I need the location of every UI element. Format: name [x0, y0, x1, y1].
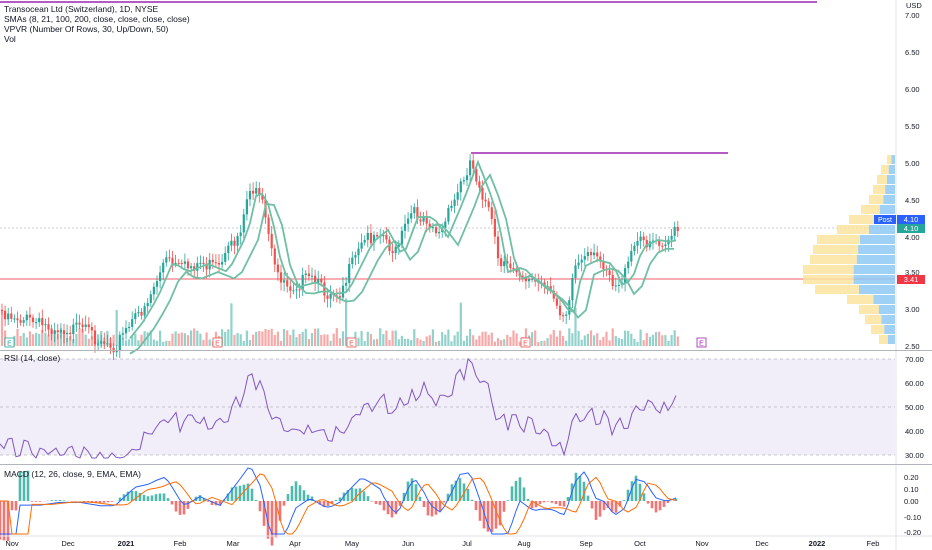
price-tick: 3.50 — [905, 268, 920, 277]
time-tick: Mar — [227, 539, 240, 548]
time-tick: May — [345, 539, 359, 548]
macd-line — [0, 467, 677, 535]
macd-pane[interactable] — [0, 467, 678, 546]
svg-text:E: E — [523, 341, 528, 348]
macd-tick: 0.00 — [904, 497, 919, 506]
svg-text:E: E — [349, 341, 354, 348]
symbol-title[interactable]: Transocean Ltd (Switzerland), 1D, NYSE — [4, 4, 159, 14]
rsi-tick: 30.00 — [905, 451, 924, 460]
price-tick: 6.00 — [905, 85, 920, 94]
svg-text:Post: Post — [878, 217, 892, 224]
earnings-marker-future[interactable]: E — [696, 337, 707, 348]
macd-legend[interactable]: MACD (12, 26, close, 9, EMA, EMA) — [4, 469, 141, 479]
price-tick: 6.50 — [905, 48, 920, 57]
time-tick: Jul — [462, 539, 472, 548]
sma-line-slow — [129, 173, 675, 355]
time-tick: Oct — [634, 539, 647, 548]
svg-text:3.41: 3.41 — [904, 275, 919, 284]
svg-text:E: E — [699, 341, 704, 348]
time-tick-labels: Nov Dec 2021 Feb Mar Apr May Jun Jul Aug Sep Oct Nov… — [5, 539, 879, 548]
rsi-tick-labels: 70.00 60.00 50.00 40.00 30.00 — [905, 355, 924, 460]
price-tick: 5.50 — [905, 122, 920, 131]
price-axis[interactable]: USD 7.00 6.50 6.00 5.50 5.00 4.50 4.00 3.50 3.00… — [874, 0, 925, 550]
time-tick: Sep — [579, 539, 592, 548]
price-tick: 4.50 — [905, 196, 920, 205]
svg-text:E: E — [7, 341, 12, 348]
rsi-tick: 60.00 — [905, 379, 924, 388]
time-tick: Dec — [755, 539, 769, 548]
candlesticks — [0, 152, 679, 360]
rsi-legend[interactable]: RSI (14, close) — [4, 353, 61, 363]
volume-legend[interactable]: Vol — [4, 34, 16, 44]
time-tick: Apr — [289, 539, 301, 548]
macd-tick: 0.20 — [904, 473, 919, 482]
price-tick: 3.00 — [905, 305, 920, 314]
sma-line-fast — [129, 159, 677, 339]
time-tick: Feb — [174, 539, 187, 548]
macd-tick: 0.10 — [904, 485, 919, 494]
volume-bars — [0, 298, 679, 346]
rsi-tick: 50.00 — [905, 403, 924, 412]
price-tick-labels: 7.00 6.50 6.00 5.50 5.00 4.50 4.00 3.50 3.00 2.50 — [905, 11, 920, 351]
price-tick: 4.00 — [905, 233, 920, 242]
price-pane[interactable]: E E E E E — [0, 1, 895, 360]
time-tick: Jun — [402, 539, 414, 548]
earnings-marker[interactable]: E — [346, 337, 357, 348]
rsi-tick: 40.00 — [905, 427, 924, 436]
earnings-marker[interactable]: E — [4, 337, 15, 348]
currency-label: USD — [906, 1, 922, 10]
time-tick: Dec — [61, 539, 75, 548]
pane-separator-macd[interactable] — [0, 464, 932, 465]
rsi-pane[interactable] — [0, 357, 895, 459]
macd-signal-line — [0, 473, 677, 535]
time-tick: 2022 — [809, 539, 826, 548]
macd-tick: -0.10 — [904, 513, 921, 522]
volume-profile — [803, 155, 895, 344]
svg-text:4.10: 4.10 — [904, 215, 919, 224]
time-tick: Feb — [867, 539, 880, 548]
earnings-markers[interactable]: E E E E E — [4, 337, 707, 348]
macd-histogram — [0, 470, 678, 546]
rsi-tick: 70.00 — [905, 355, 924, 364]
price-tick: 2.50 — [905, 342, 920, 351]
red-level-tag: 3.41 — [897, 275, 925, 284]
time-axis[interactable]: Nov Dec 2021 Feb Mar Apr May Jun Jul Aug Sep Oct Nov… — [0, 535, 932, 548]
price-tick: 7.00 — [905, 11, 920, 20]
vpvr-legend[interactable]: VPVR (Number Of Rows, 30, Up/Down, 50) — [4, 24, 169, 34]
time-tick: Nov — [5, 539, 19, 548]
earnings-marker[interactable]: E — [212, 337, 223, 348]
time-tick: Nov — [695, 539, 709, 548]
earnings-marker[interactable]: E — [520, 337, 531, 348]
main-legend: Transocean Ltd (Switzerland), 1D, NYSE S… — [4, 4, 190, 44]
price-tick: 5.00 — [905, 159, 920, 168]
macd-tick: -0.20 — [904, 528, 921, 537]
pane-separator-rsi[interactable] — [0, 350, 932, 351]
last-price-tag: 4.10 — [897, 224, 925, 233]
sma-legend[interactable]: SMAs (8, 21, 100, 200, close, close, clo… — [4, 14, 190, 24]
post-price-tag: Post 4.10 — [874, 215, 925, 224]
time-tick: 2021 — [118, 539, 135, 548]
svg-text:E: E — [215, 341, 220, 348]
macd-tick-labels: 0.20 0.10 0.00 -0.10 -0.20 — [904, 473, 921, 537]
time-tick: Aug — [517, 539, 530, 548]
svg-text:4.10: 4.10 — [904, 224, 919, 233]
rsi-line — [0, 357, 677, 459]
